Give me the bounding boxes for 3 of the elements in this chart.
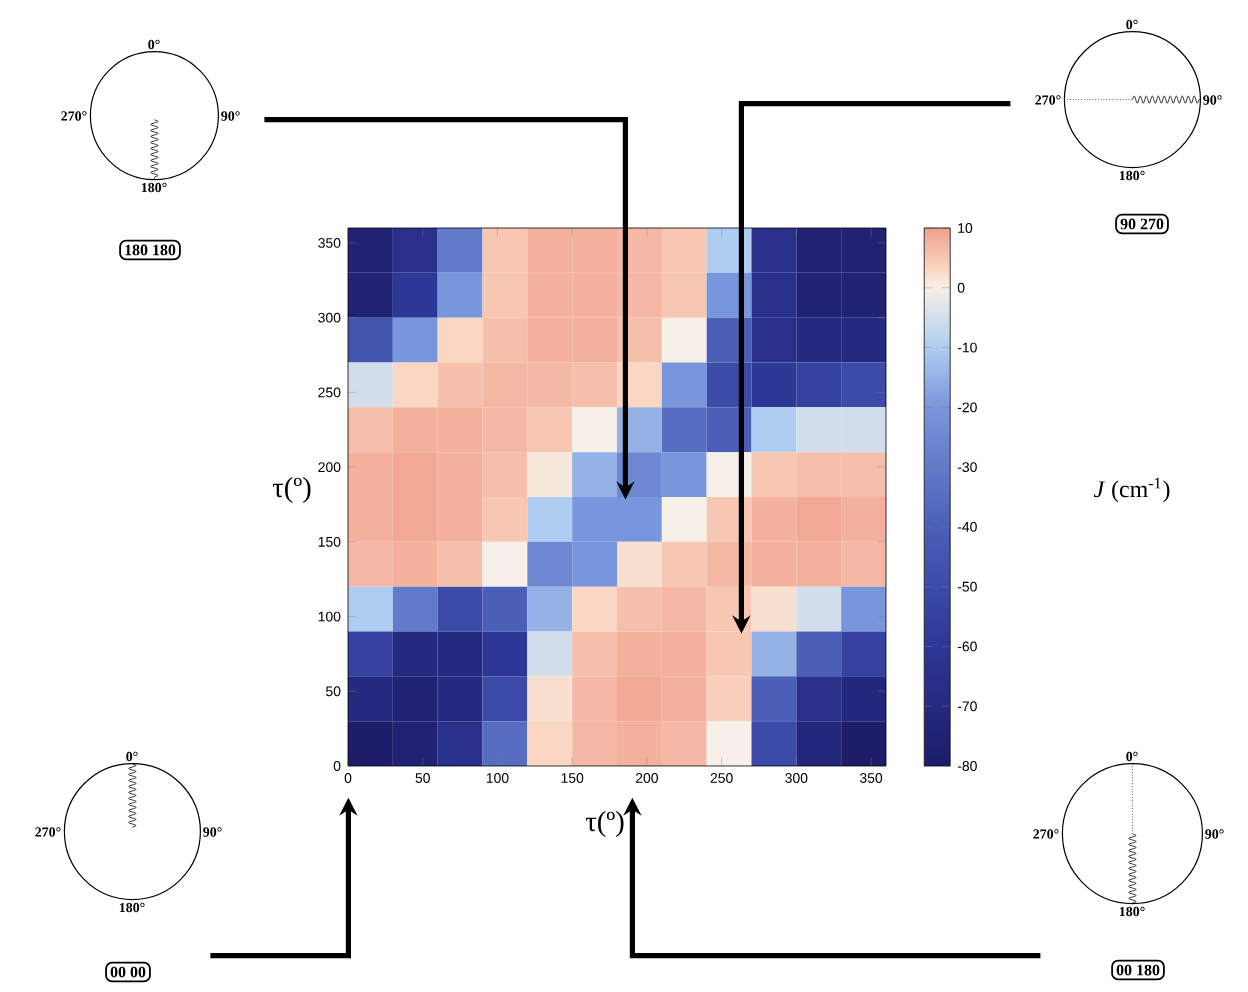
y-axis-title: τ(º) <box>272 476 311 503</box>
x-axis-title: τ(º) <box>585 810 624 837</box>
color-bar-title: J (cm$^{-1}$) <box>1093 477 1170 503</box>
